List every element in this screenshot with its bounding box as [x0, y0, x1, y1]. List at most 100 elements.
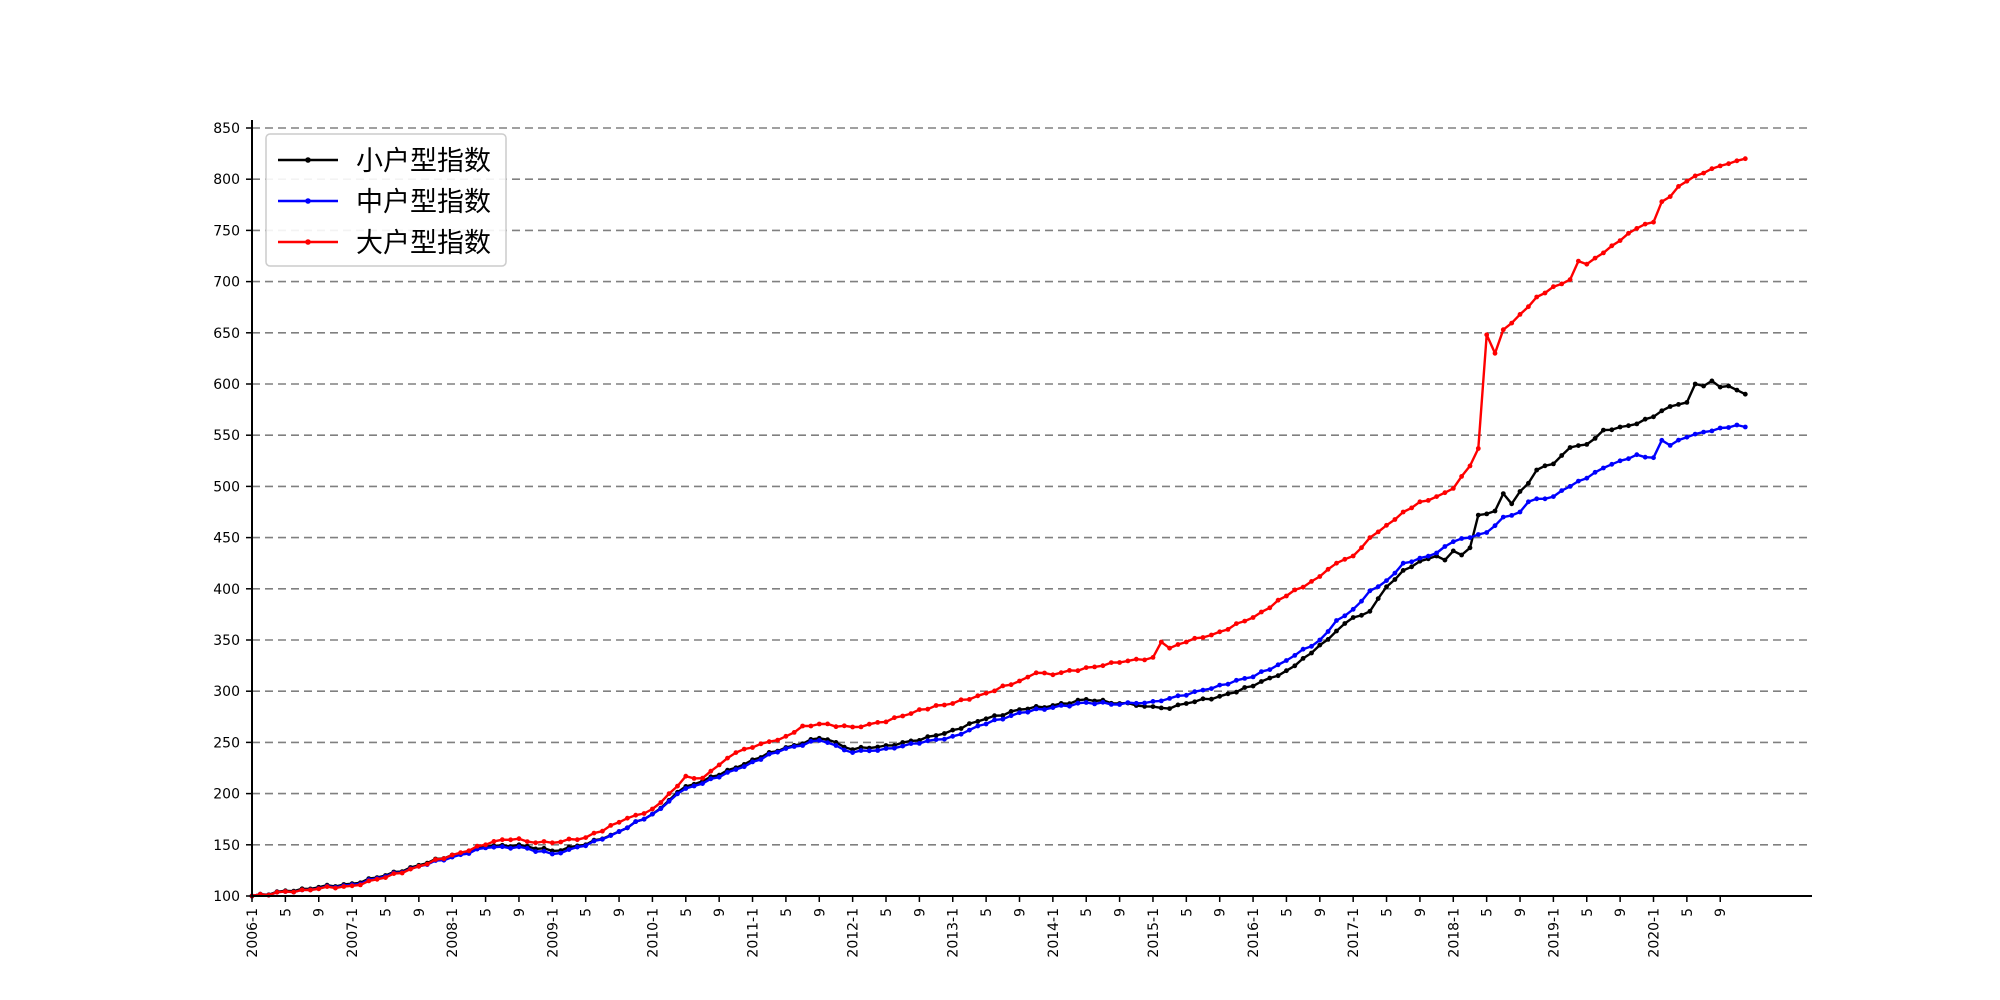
data-point — [725, 770, 730, 775]
data-point — [1259, 679, 1264, 684]
data-point — [1534, 467, 1540, 473]
data-point — [758, 741, 764, 747]
y-tick-label: 700 — [213, 275, 240, 291]
grid-lines — [252, 127, 1812, 846]
data-point — [1709, 166, 1715, 172]
data-point — [850, 724, 855, 730]
data-point — [1392, 577, 1398, 582]
data-point — [424, 861, 430, 867]
data-point — [1292, 663, 1298, 669]
data-point — [324, 884, 330, 889]
data-point — [875, 720, 881, 725]
data-point — [1242, 618, 1248, 624]
data-point — [1250, 683, 1256, 689]
y-tick-label: 650 — [213, 326, 240, 342]
data-point — [1509, 501, 1515, 507]
y-tick-label: 450 — [213, 531, 240, 547]
data-point — [1200, 687, 1206, 693]
data-point — [1142, 700, 1147, 706]
data-point — [1734, 158, 1740, 164]
data-point — [1209, 686, 1214, 691]
data-point — [1542, 496, 1548, 502]
data-point — [1500, 514, 1506, 520]
data-point — [1334, 628, 1339, 634]
data-point — [516, 844, 522, 850]
data-point — [1367, 588, 1373, 594]
y-tick-label: 250 — [213, 735, 240, 751]
data-point — [1167, 696, 1172, 701]
data-point — [1342, 613, 1348, 619]
data-point — [1300, 584, 1306, 590]
data-point — [1551, 461, 1556, 467]
data-point — [1517, 489, 1523, 494]
data-point — [983, 690, 989, 696]
data-point — [841, 747, 847, 753]
data-point — [808, 738, 814, 744]
series-1 — [249, 378, 1748, 899]
data-point — [1350, 615, 1356, 620]
data-point — [1717, 384, 1723, 390]
data-point — [1726, 425, 1731, 430]
data-point — [958, 726, 964, 731]
data-point — [825, 740, 830, 745]
data-point — [1459, 474, 1464, 479]
data-point — [1284, 668, 1289, 674]
data-point — [1626, 230, 1631, 236]
data-point — [491, 839, 497, 844]
data-point — [1467, 463, 1473, 469]
data-point — [1000, 713, 1006, 718]
data-point — [583, 835, 589, 840]
data-point — [274, 889, 280, 895]
data-point — [700, 781, 705, 786]
data-point — [1584, 261, 1590, 267]
data-point — [1601, 427, 1606, 433]
data-point — [1692, 381, 1698, 387]
data-point — [1234, 621, 1239, 626]
data-point — [716, 774, 722, 780]
data-point — [1284, 593, 1289, 599]
data-point — [1475, 512, 1481, 518]
data-point — [508, 845, 513, 851]
data-point — [1100, 699, 1106, 705]
data-point — [1609, 461, 1615, 467]
data-point — [1300, 646, 1306, 652]
data-point — [1309, 643, 1314, 649]
data-point — [633, 819, 639, 824]
data-point — [766, 751, 772, 757]
series-line — [251, 157, 1746, 898]
x-tick-label: 2007-1 — [345, 908, 361, 958]
data-point — [1475, 446, 1481, 451]
data-point — [308, 887, 313, 893]
data-point — [1484, 511, 1490, 517]
data-point — [1209, 696, 1214, 702]
data-point — [900, 743, 906, 749]
data-point — [733, 767, 739, 772]
data-point — [1017, 678, 1022, 684]
data-point — [1342, 621, 1348, 626]
data-point — [1651, 219, 1656, 225]
data-point — [1509, 513, 1515, 518]
data-point — [1526, 480, 1531, 486]
x-tick-label: 9 — [1713, 908, 1729, 917]
data-point — [1667, 443, 1673, 448]
data-point — [700, 775, 705, 781]
data-point — [1526, 304, 1531, 310]
data-point — [1717, 425, 1723, 431]
data-point — [1492, 523, 1498, 529]
data-point — [366, 878, 372, 884]
data-point — [333, 885, 338, 891]
data-point — [1409, 559, 1414, 565]
data-point — [625, 825, 630, 831]
data-point — [1350, 553, 1356, 559]
x-tick-label: 2013-1 — [946, 908, 962, 958]
data-point — [1133, 700, 1139, 706]
x-tick-label: 5 — [1680, 908, 1696, 917]
data-point — [875, 748, 881, 753]
data-point — [1626, 456, 1631, 462]
data-point — [558, 850, 564, 856]
legend-marker — [305, 157, 311, 163]
series-line — [251, 379, 1746, 898]
data-point — [666, 798, 672, 804]
data-point — [708, 768, 714, 774]
data-point — [775, 749, 780, 755]
